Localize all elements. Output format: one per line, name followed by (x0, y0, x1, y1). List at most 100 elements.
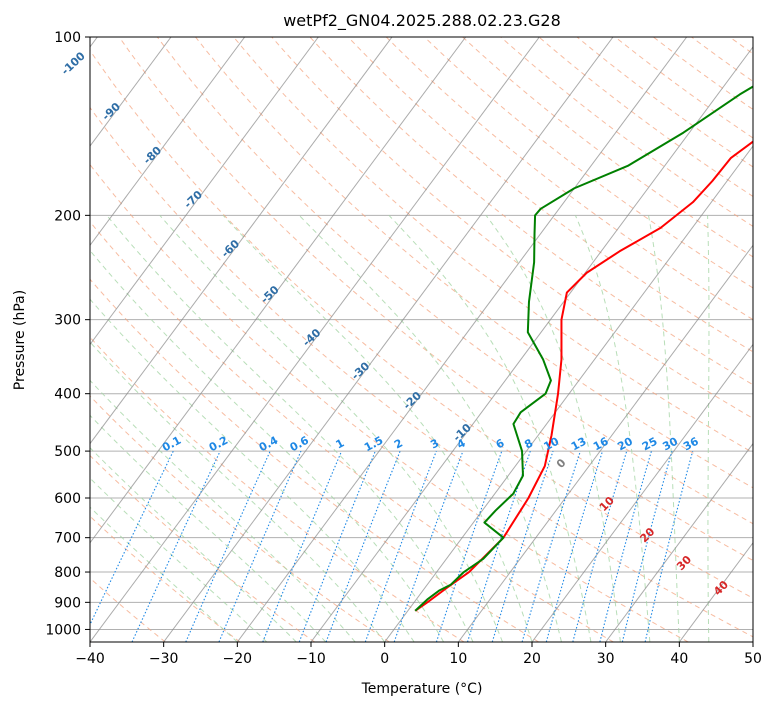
dry-adiabat (90, 577, 166, 642)
y-axis-label: Pressure (hPa) (12, 290, 28, 390)
mixing-ratio-line (131, 450, 221, 642)
x-tick-label: 0 (380, 651, 389, 667)
x-tick-label: −40 (75, 651, 105, 667)
dry-adiabat (118, 37, 753, 562)
plot-frame (89, 36, 754, 643)
x-tick-label: 10 (449, 651, 467, 667)
dry-adiabat (90, 221, 614, 642)
isotherm (90, 37, 319, 346)
mixing-ratio-line (521, 450, 581, 642)
y-tick-label: 1000 (45, 622, 81, 638)
moist-adiabat (90, 477, 268, 642)
isotherm (163, 37, 614, 642)
moist-adiabat (90, 506, 238, 642)
moist-adiabat (298, 214, 562, 642)
moist-adiabat (159, 215, 503, 642)
moist-adiabats (90, 214, 710, 642)
mixing-ratio-line (325, 450, 401, 642)
dry-adiabat (90, 278, 540, 642)
x-tick-label: −20 (223, 651, 253, 667)
mixing-ratio-line (572, 450, 628, 642)
dry-adiabat (233, 37, 753, 454)
mixing-ratio-label: 16 (591, 435, 611, 454)
isotherm (236, 37, 688, 642)
x-tick-label: 50 (744, 651, 762, 667)
profile-lines (414, 85, 753, 612)
x-tick-label: 40 (670, 651, 688, 667)
isotherm (90, 37, 172, 147)
x-axis-label: Temperature (°C) (361, 681, 483, 697)
isotherm (90, 37, 393, 445)
isotherm (531, 343, 753, 642)
dry-adiabat (90, 395, 390, 642)
mixing-ratio-line (435, 450, 503, 642)
moist-adiabat (388, 214, 592, 642)
dry-adiabat (347, 37, 753, 353)
x-tick-label: 30 (597, 651, 615, 667)
moist-adiabat (90, 249, 445, 642)
dry-adiabat (424, 37, 753, 289)
mixing-ratio-label: 10 (542, 435, 562, 454)
mixing-ratio-label: 13 (569, 435, 589, 454)
plot-area (90, 37, 753, 642)
mixing-ratio-line (491, 450, 554, 642)
y-tick-label: 600 (54, 491, 81, 507)
y-axis-ticks: 100 200 300 400 500 600 700 800 900 1000 (45, 30, 90, 638)
moist-adiabat (90, 414, 327, 642)
isotherm (90, 37, 467, 544)
dry-adiabat (90, 454, 315, 642)
mixing-ratio-line (599, 450, 652, 642)
isotherm (384, 145, 753, 642)
chart-title: wetPf2_GN04.2025.288.02.23.G28 (283, 11, 561, 31)
dewpoint-line (414, 85, 753, 612)
y-tick-label: 100 (54, 30, 81, 46)
y-tick-label: 800 (54, 565, 81, 581)
mixing-ratio-label: 36 (681, 435, 701, 454)
moist-adiabat (222, 214, 533, 642)
moist-adiabat (647, 215, 680, 642)
mixing-ratio-line (364, 450, 437, 642)
moist-adiabat (90, 341, 386, 642)
x-tick-label: −10 (296, 651, 326, 667)
mixing-ratio-label: 20 (615, 435, 635, 454)
isotherm (457, 244, 753, 642)
y-tick-label: 300 (54, 313, 81, 329)
y-tick-label: 700 (54, 531, 81, 547)
moist-adiabat (90, 298, 415, 642)
x-tick-label: 20 (523, 651, 541, 667)
x-tick-label: −30 (149, 651, 179, 667)
y-tick-label: 500 (54, 444, 81, 460)
isotherm (90, 37, 540, 642)
moist-adiabat (485, 215, 621, 642)
mixing-ratio-line (393, 450, 464, 642)
x-axis-ticks: −40 −30 −20 −10 0 10 20 30 40 50 (75, 642, 762, 667)
dry-adiabats (90, 37, 753, 642)
moist-adiabat (574, 215, 651, 642)
dry-adiabat (90, 49, 753, 599)
dry-adiabat (90, 163, 689, 642)
skewed-isotherms (90, 37, 753, 642)
mixing-ratio-label: 25 (640, 435, 660, 454)
dry-adiabat (90, 336, 465, 642)
y-tick-label: 400 (54, 387, 81, 403)
mixing-ratio-line (466, 450, 531, 642)
mixing-ratio-line (298, 450, 376, 642)
mixing-ratio-lines (90, 450, 694, 642)
isotherm (90, 37, 246, 247)
mixing-ratio-line (218, 450, 302, 642)
y-tick-label: 900 (54, 595, 81, 611)
isotherm (605, 442, 753, 642)
mixing-ratio-line (90, 450, 174, 626)
dry-adiabat (309, 37, 753, 386)
mixing-ratio-line (185, 450, 271, 642)
mixing-ratio-line (262, 450, 343, 642)
dry-adiabat (156, 37, 753, 525)
moist-adiabat (707, 215, 710, 642)
mixing-ratio-line (545, 450, 604, 642)
mixing-ratio-label: 30 (660, 435, 680, 454)
mixing-ratio-line (644, 450, 694, 642)
y-tick-label: 200 (54, 208, 81, 224)
dry-adiabat (195, 37, 753, 489)
isotherm (310, 46, 753, 642)
